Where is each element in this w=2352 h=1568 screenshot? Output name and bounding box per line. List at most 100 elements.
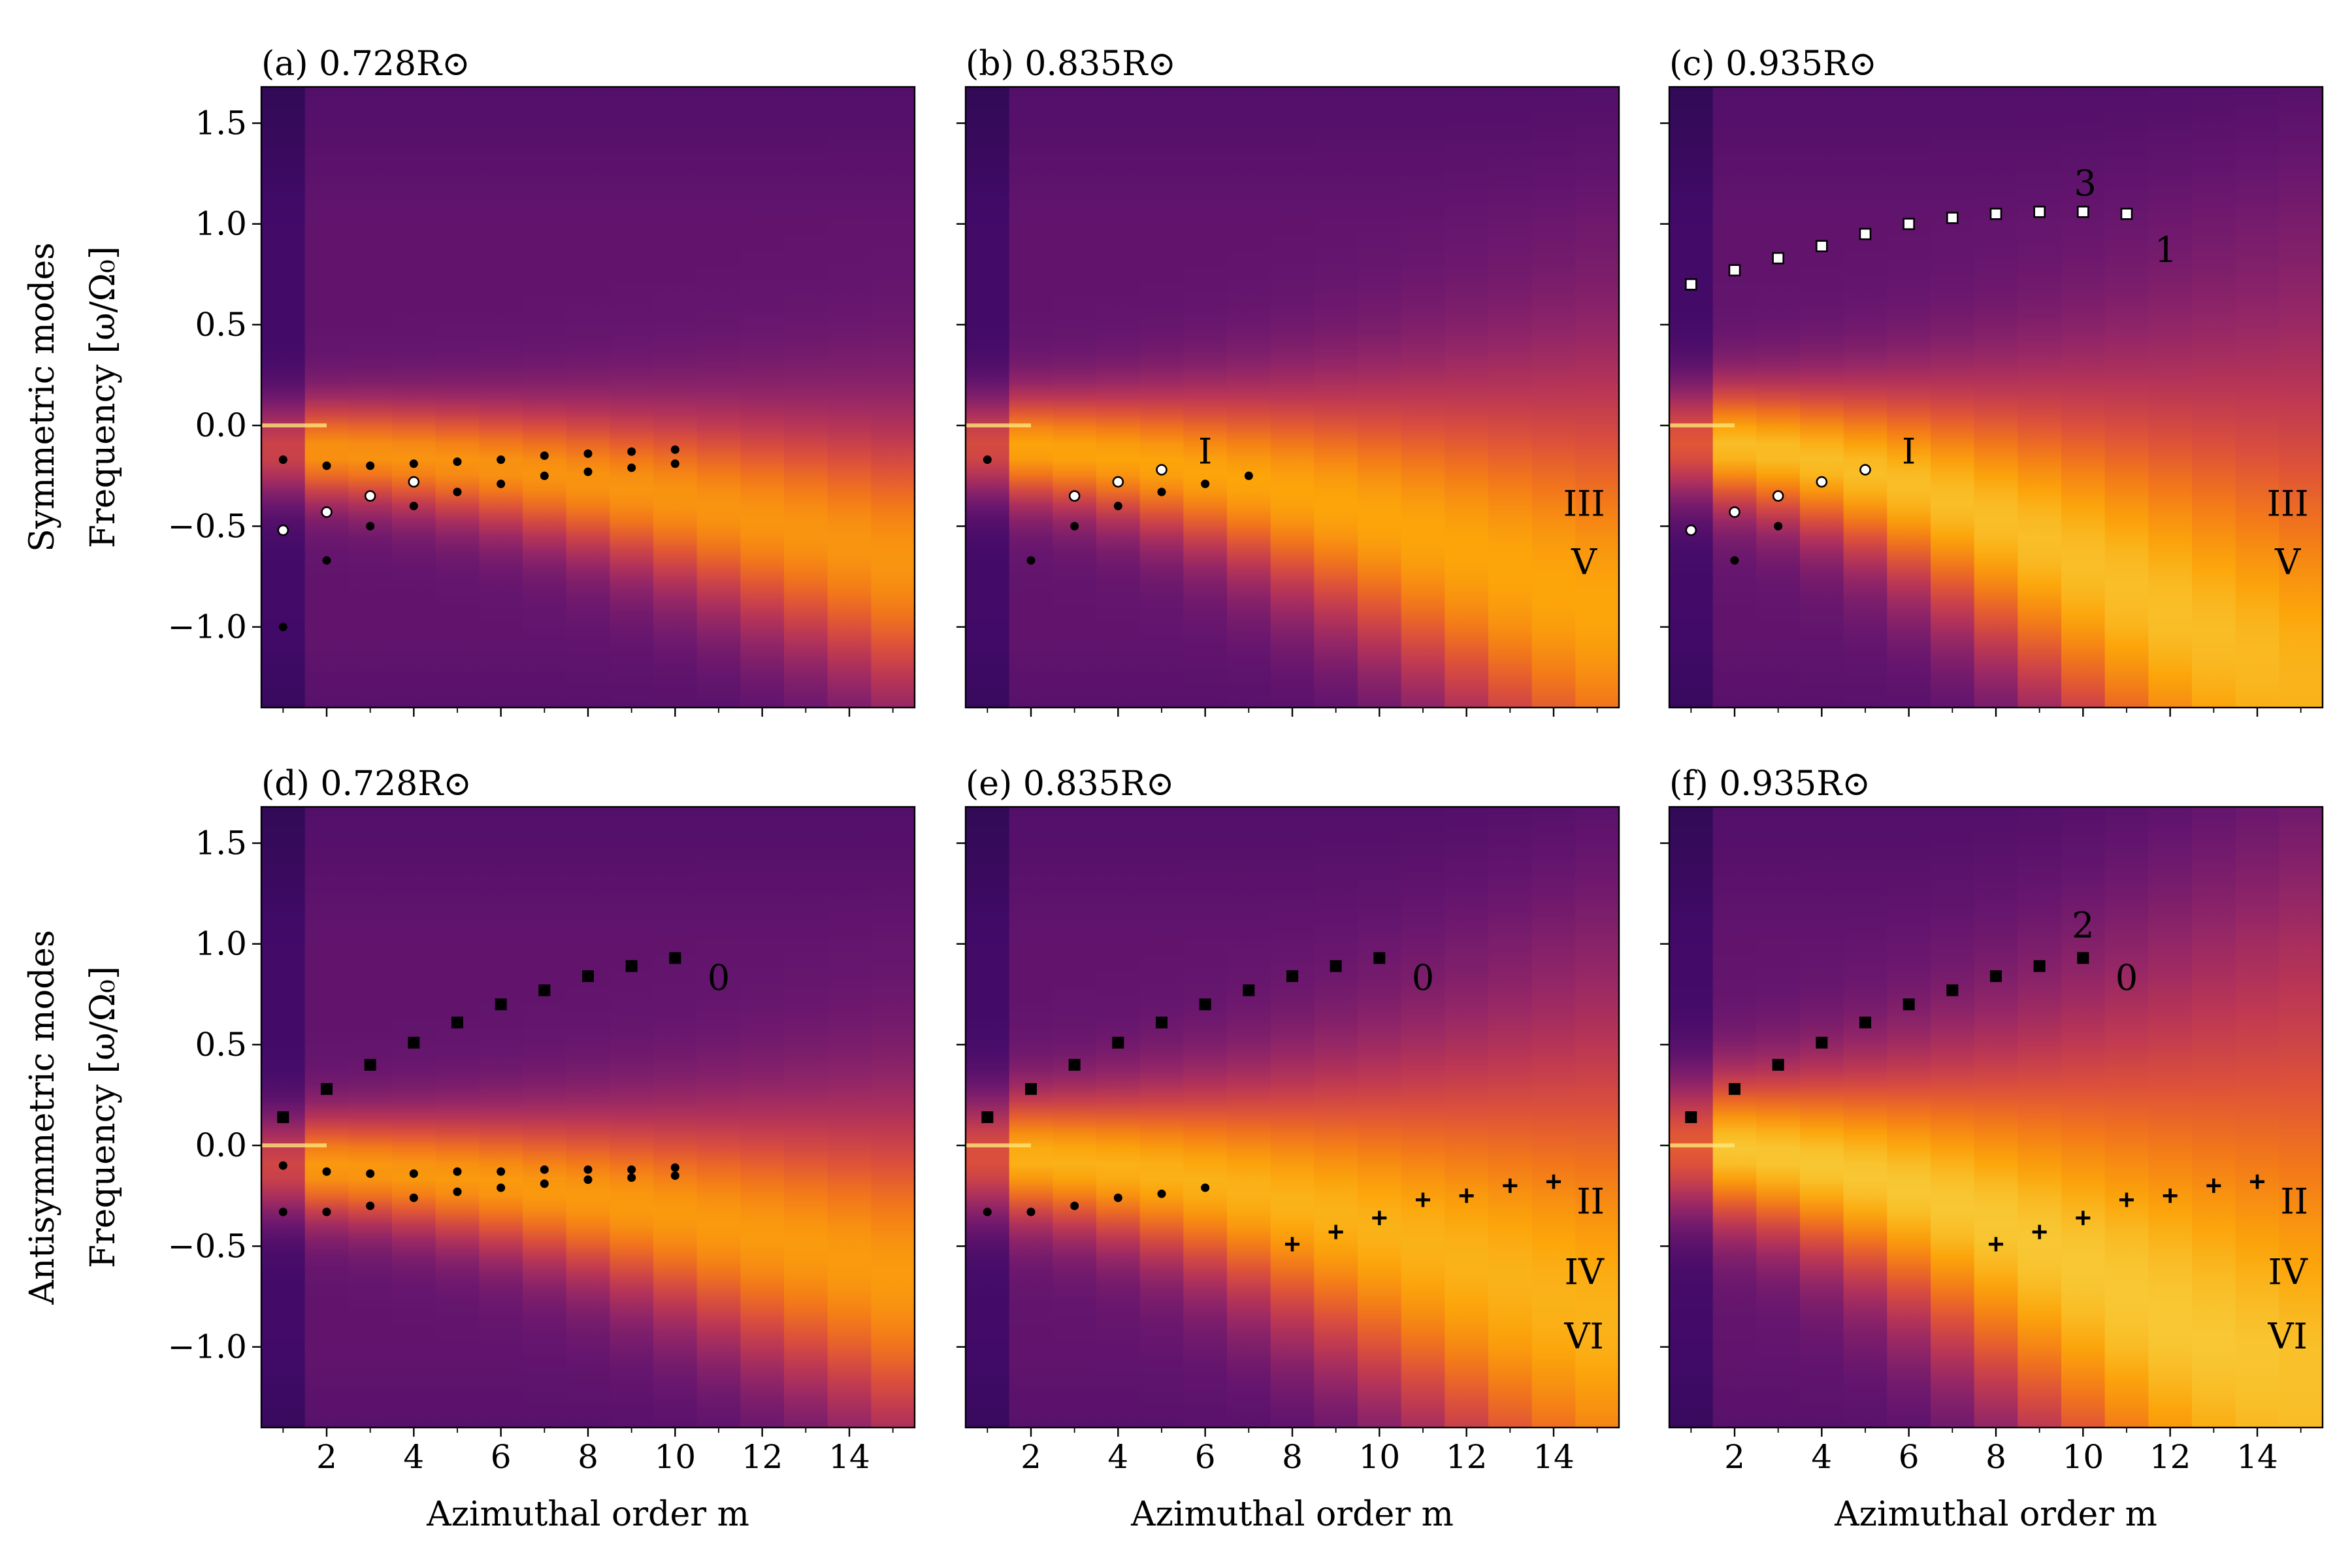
data-point xyxy=(1859,1017,1871,1029)
heatmap-column xyxy=(1009,807,1053,1428)
y-tick-label: 0.0 xyxy=(195,406,247,444)
heatmap-column xyxy=(1183,807,1228,1428)
x-tick-label: 10 xyxy=(2063,1438,2104,1476)
data-point xyxy=(322,461,331,470)
mode-annotation: V xyxy=(1571,542,1597,583)
mode-annotation: II xyxy=(2280,1181,2308,1222)
data-point xyxy=(1774,521,1783,531)
data-point xyxy=(1070,521,1079,531)
heatmap-column xyxy=(2017,87,2062,708)
data-point xyxy=(278,1207,287,1217)
series-filled-dots xyxy=(983,455,1253,565)
data-point xyxy=(1772,252,1784,265)
data-point xyxy=(540,1165,549,1174)
series-filled-dots xyxy=(983,1183,1210,1217)
heatmap-column xyxy=(696,87,741,708)
data-point xyxy=(321,1083,333,1095)
y-tick-label: 0.5 xyxy=(195,1026,247,1064)
panel-e: 2 4 6 8 10 12 14 (e) 0.835R⊙ 0 II IV VI xyxy=(956,764,1620,1476)
heatmap-column xyxy=(1096,87,1141,708)
y-axis-label: Symmetric modes xyxy=(23,242,62,552)
data-point xyxy=(1728,264,1741,276)
data-point xyxy=(321,506,333,518)
mode-annotation: VI xyxy=(1564,1316,1604,1357)
heatmap-column xyxy=(1488,87,1533,708)
data-point xyxy=(1772,490,1784,502)
heatmap-column xyxy=(1227,87,1271,708)
data-point xyxy=(1546,1174,1561,1189)
data-point xyxy=(627,1173,636,1183)
data-point xyxy=(983,1207,992,1217)
heatmap-column xyxy=(2192,87,2236,708)
heatmap-column xyxy=(1531,807,1576,1428)
heatmap-column xyxy=(1974,87,2018,708)
mode-annotation: III xyxy=(2267,483,2309,524)
series-filled-squares xyxy=(1685,952,2089,1123)
heatmap-column xyxy=(1314,87,1358,708)
heatmap-column xyxy=(1575,87,1619,708)
data-point xyxy=(627,463,636,472)
heatmap-column xyxy=(1531,87,1576,708)
heatmap-column xyxy=(1270,807,1315,1428)
heatmap-column xyxy=(2104,807,2149,1428)
heatmap-c xyxy=(1669,87,2323,708)
heatmap-column xyxy=(1887,807,1931,1428)
data-point xyxy=(453,1167,462,1176)
heatmap-column xyxy=(2192,807,2236,1428)
panel-a: −1.0 −0.5 0.0 0.5 1.0 1.5 (a) 0.728R⊙ xyxy=(168,44,916,717)
data-point xyxy=(322,556,331,565)
data-point xyxy=(540,451,549,460)
data-point xyxy=(2077,952,2089,964)
data-point xyxy=(1989,208,2002,220)
heatmap-column xyxy=(1974,807,2018,1428)
data-point xyxy=(1285,1237,1299,1252)
data-point xyxy=(366,521,375,531)
series-open-squares xyxy=(1685,205,2133,291)
data-point xyxy=(1772,1058,1784,1071)
data-point xyxy=(278,1161,287,1170)
heatmap-column xyxy=(1139,87,1184,708)
heatmap-column xyxy=(566,87,610,708)
data-point xyxy=(583,467,593,476)
data-point xyxy=(583,449,593,458)
data-point xyxy=(1113,1193,1122,1202)
x-tick-label: 4 xyxy=(1811,1438,1832,1476)
x-tick-label: 12 xyxy=(1446,1438,1488,1476)
data-point xyxy=(1243,984,1255,996)
zero-line xyxy=(1669,423,1735,428)
series-open-circles xyxy=(277,476,420,536)
heatmap-a xyxy=(261,87,915,708)
heatmap-f xyxy=(1669,807,2323,1428)
data-point xyxy=(669,952,681,964)
data-point xyxy=(1989,1237,2003,1252)
data-point xyxy=(1068,1058,1081,1071)
heatmap-column xyxy=(435,87,480,708)
data-point xyxy=(451,1017,463,1029)
data-point xyxy=(1685,524,1697,536)
heatmap-column xyxy=(2061,807,2106,1428)
data-point xyxy=(1816,476,1828,488)
heatmap-column xyxy=(653,87,698,708)
y-tick-label: 1.0 xyxy=(195,205,247,243)
x-tick-label: 10 xyxy=(1359,1438,1401,1476)
heatmap-column xyxy=(2017,807,2062,1428)
series-open-circles xyxy=(1068,464,1168,502)
heatmap-column xyxy=(2148,87,2193,708)
data-point xyxy=(583,1165,593,1174)
data-point xyxy=(1156,1017,1168,1029)
data-point xyxy=(453,457,462,466)
x-tick-label: 4 xyxy=(403,1438,424,1476)
x-tick-label: 8 xyxy=(1282,1438,1303,1476)
heatmap-column xyxy=(696,807,741,1428)
data-point xyxy=(1373,952,1386,964)
data-point xyxy=(409,459,418,468)
data-point xyxy=(1070,1201,1079,1211)
x-tick-label: 2 xyxy=(1724,1438,1745,1476)
data-point xyxy=(670,445,679,454)
data-point xyxy=(2163,1188,2178,1203)
series-filled-dots xyxy=(1730,521,1783,565)
heatmap-column xyxy=(523,87,567,708)
mode-annotation: V xyxy=(2274,542,2301,583)
heatmap-column xyxy=(2104,87,2149,708)
mode-annotation: I xyxy=(1902,431,1916,472)
